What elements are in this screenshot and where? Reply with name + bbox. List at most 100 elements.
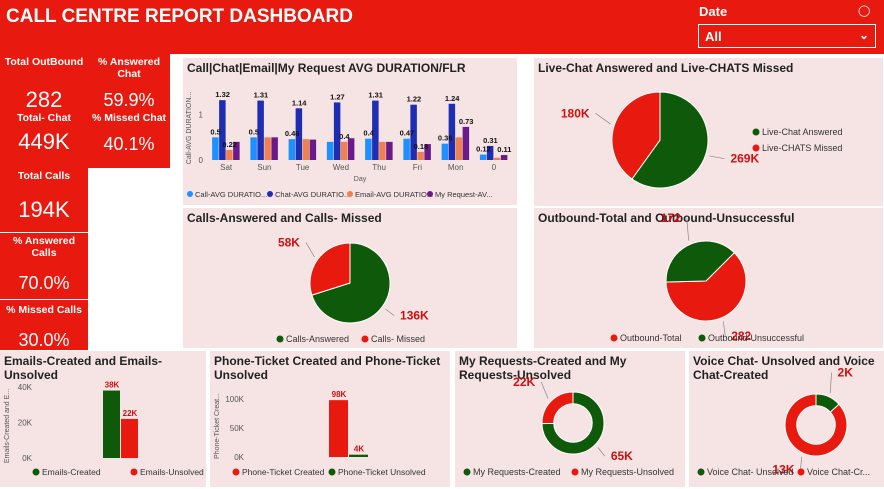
y-axis-label: Emails-Created and E... xyxy=(4,389,11,463)
data-label: 1.32 xyxy=(215,90,230,99)
legend-dot xyxy=(698,334,706,342)
pie-slice-1 xyxy=(665,240,735,283)
bar-3-7 xyxy=(500,155,508,160)
legend-label: Phone-Ticket Unsolved xyxy=(338,467,426,477)
kpi-missed-calls-card: % Missed Calls 30.0% xyxy=(0,300,88,350)
y-axis-label: Phone-Ticket Creat... xyxy=(214,393,221,459)
bar-3-3 xyxy=(347,138,355,160)
leader-line xyxy=(722,321,726,336)
data-label: 0.11 xyxy=(497,145,511,154)
legend-dot xyxy=(267,191,273,197)
legend-dot xyxy=(232,468,240,476)
legend-label: My Request-AV... xyxy=(435,190,493,199)
leader-line xyxy=(595,113,611,125)
bar-0-5 xyxy=(403,138,410,160)
kpi-total-outbound-label: Total OutBound xyxy=(4,56,84,68)
bar-0-4 xyxy=(365,138,372,160)
kpi-missed-calls-label: % Missed Calls xyxy=(6,304,82,316)
calls-title: Calls-Answered and Calls- Missed xyxy=(187,211,382,225)
kpi-total-calls-value: 194K xyxy=(18,197,70,222)
calls-pie: 136K 58K Calls-Answered Calls- Missed xyxy=(276,235,429,344)
legend-dot xyxy=(752,128,760,136)
legend-dot xyxy=(427,191,433,197)
kpi-total-chat-value: 449K xyxy=(18,129,70,154)
y-tick-label: 20K xyxy=(18,419,33,428)
bar-1-6 xyxy=(448,103,456,160)
leader-line xyxy=(385,308,395,316)
kpi-total-chat-label: Total- Chat xyxy=(16,112,72,124)
data-label: 0.73 xyxy=(459,117,474,126)
legend-label: Calls-Answered xyxy=(286,334,349,344)
x-tick-label: Wed xyxy=(333,163,349,172)
y-tick-label: 0K xyxy=(22,454,32,463)
slice-label: 22K xyxy=(513,375,535,389)
legend-dot xyxy=(571,468,579,476)
kpi-answered-calls-value: 70.0% xyxy=(18,273,70,293)
data-label: 0.47 xyxy=(400,129,415,138)
legend-label: Email-AVG DURATIO... xyxy=(355,190,433,199)
legend-label: Voice Chat- Unsolved xyxy=(707,467,794,477)
legend-label: Voice Chat-Cr... xyxy=(807,467,870,477)
pie-slice-1 xyxy=(784,393,848,457)
legend-label: Emails-Unsolved xyxy=(140,467,204,477)
bar-1-5 xyxy=(410,104,417,160)
bar-0-3 xyxy=(326,141,334,160)
bar-3-5 xyxy=(424,144,431,160)
bar-3-2 xyxy=(309,139,317,160)
data-label: 98K xyxy=(332,390,347,399)
slice-label: 65K xyxy=(611,449,633,463)
live-chat-pie: 269K 180K Live-Chat Answered Live-CHATS Mis… xyxy=(561,91,843,189)
pie-slice-1 xyxy=(309,242,351,296)
data-label: 0.4 xyxy=(363,129,374,138)
date-filter-label: Date xyxy=(699,4,728,19)
y-axis-label: Call-AVG DURATION... xyxy=(186,92,193,165)
pie-slice-0 xyxy=(665,252,747,322)
bar-1-4 xyxy=(372,100,379,160)
data-label: 0.5 xyxy=(249,127,259,136)
legend-dot xyxy=(187,191,193,197)
emails-title: Emails-Created and Emails-Unsolved xyxy=(4,354,163,382)
legend-dot xyxy=(361,335,369,343)
pie-slice-0 xyxy=(541,391,605,455)
slice-label: 282 xyxy=(731,329,751,343)
pie-slice-1 xyxy=(541,391,574,425)
legend-label: Chat-AVG DURATIO... xyxy=(275,190,350,199)
data-label: 22K xyxy=(123,409,138,418)
kpi-answered-calls-card: % Answered Calls 70.0% xyxy=(0,233,88,299)
legend-label: My Requests-Unsolved xyxy=(581,467,674,477)
kpi-total-outbound-card: Total OutBound 282 Total- Chat 449K xyxy=(0,54,88,168)
date-filter-dropdown[interactable]: All ⌄ xyxy=(698,24,876,48)
x-tick-label: Fri xyxy=(413,163,423,172)
leader-line xyxy=(597,447,606,457)
bar-2-0 xyxy=(226,150,233,160)
legend-label: Call-AVG DURATIO... xyxy=(195,190,267,199)
clear-filter-icon[interactable]: ◯ xyxy=(858,5,871,17)
kpi-missed-chat-label: % Missed Chat xyxy=(91,112,167,124)
bar-0-6 xyxy=(441,143,449,160)
kpi-answered-chat-label: % Answered Chat xyxy=(97,56,161,80)
bar-2-3 xyxy=(340,141,348,160)
data-label: 0.12 xyxy=(476,145,491,154)
legend-label: Calls- Missed xyxy=(371,334,425,344)
bar-1-2 xyxy=(295,108,303,160)
x-tick-label: Sun xyxy=(257,163,271,172)
avg-duration-chart: 0 1 Call-AVG DURATION... Sat Sun Tue Wed Thu Fri… xyxy=(186,90,511,199)
chevron-down-icon: ⌄ xyxy=(858,28,869,42)
legend-label: Live-Chat Answered xyxy=(762,127,843,137)
data-label: 0.5 xyxy=(210,127,220,136)
legend-label: Outbound-Unsuccessful xyxy=(708,333,804,343)
legend-dot xyxy=(130,468,138,476)
data-label: 0.36 xyxy=(438,134,453,143)
kpi-total-outbound-value: 282 xyxy=(25,87,63,112)
bar-2-4 xyxy=(379,141,386,160)
legend-label: My Requests-Created xyxy=(473,467,561,477)
slice-label: 180K xyxy=(561,106,590,120)
slice-label: 2K xyxy=(838,366,854,380)
slice-label: 58K xyxy=(278,235,300,249)
data-label: 1.24 xyxy=(445,94,460,103)
bar-1 xyxy=(121,418,138,458)
slice-label: 13K xyxy=(772,462,794,476)
avg-duration-title: Call|Chat|Email|My Request AVG DURATION/… xyxy=(187,61,466,75)
slice-label: 269K xyxy=(730,152,759,166)
